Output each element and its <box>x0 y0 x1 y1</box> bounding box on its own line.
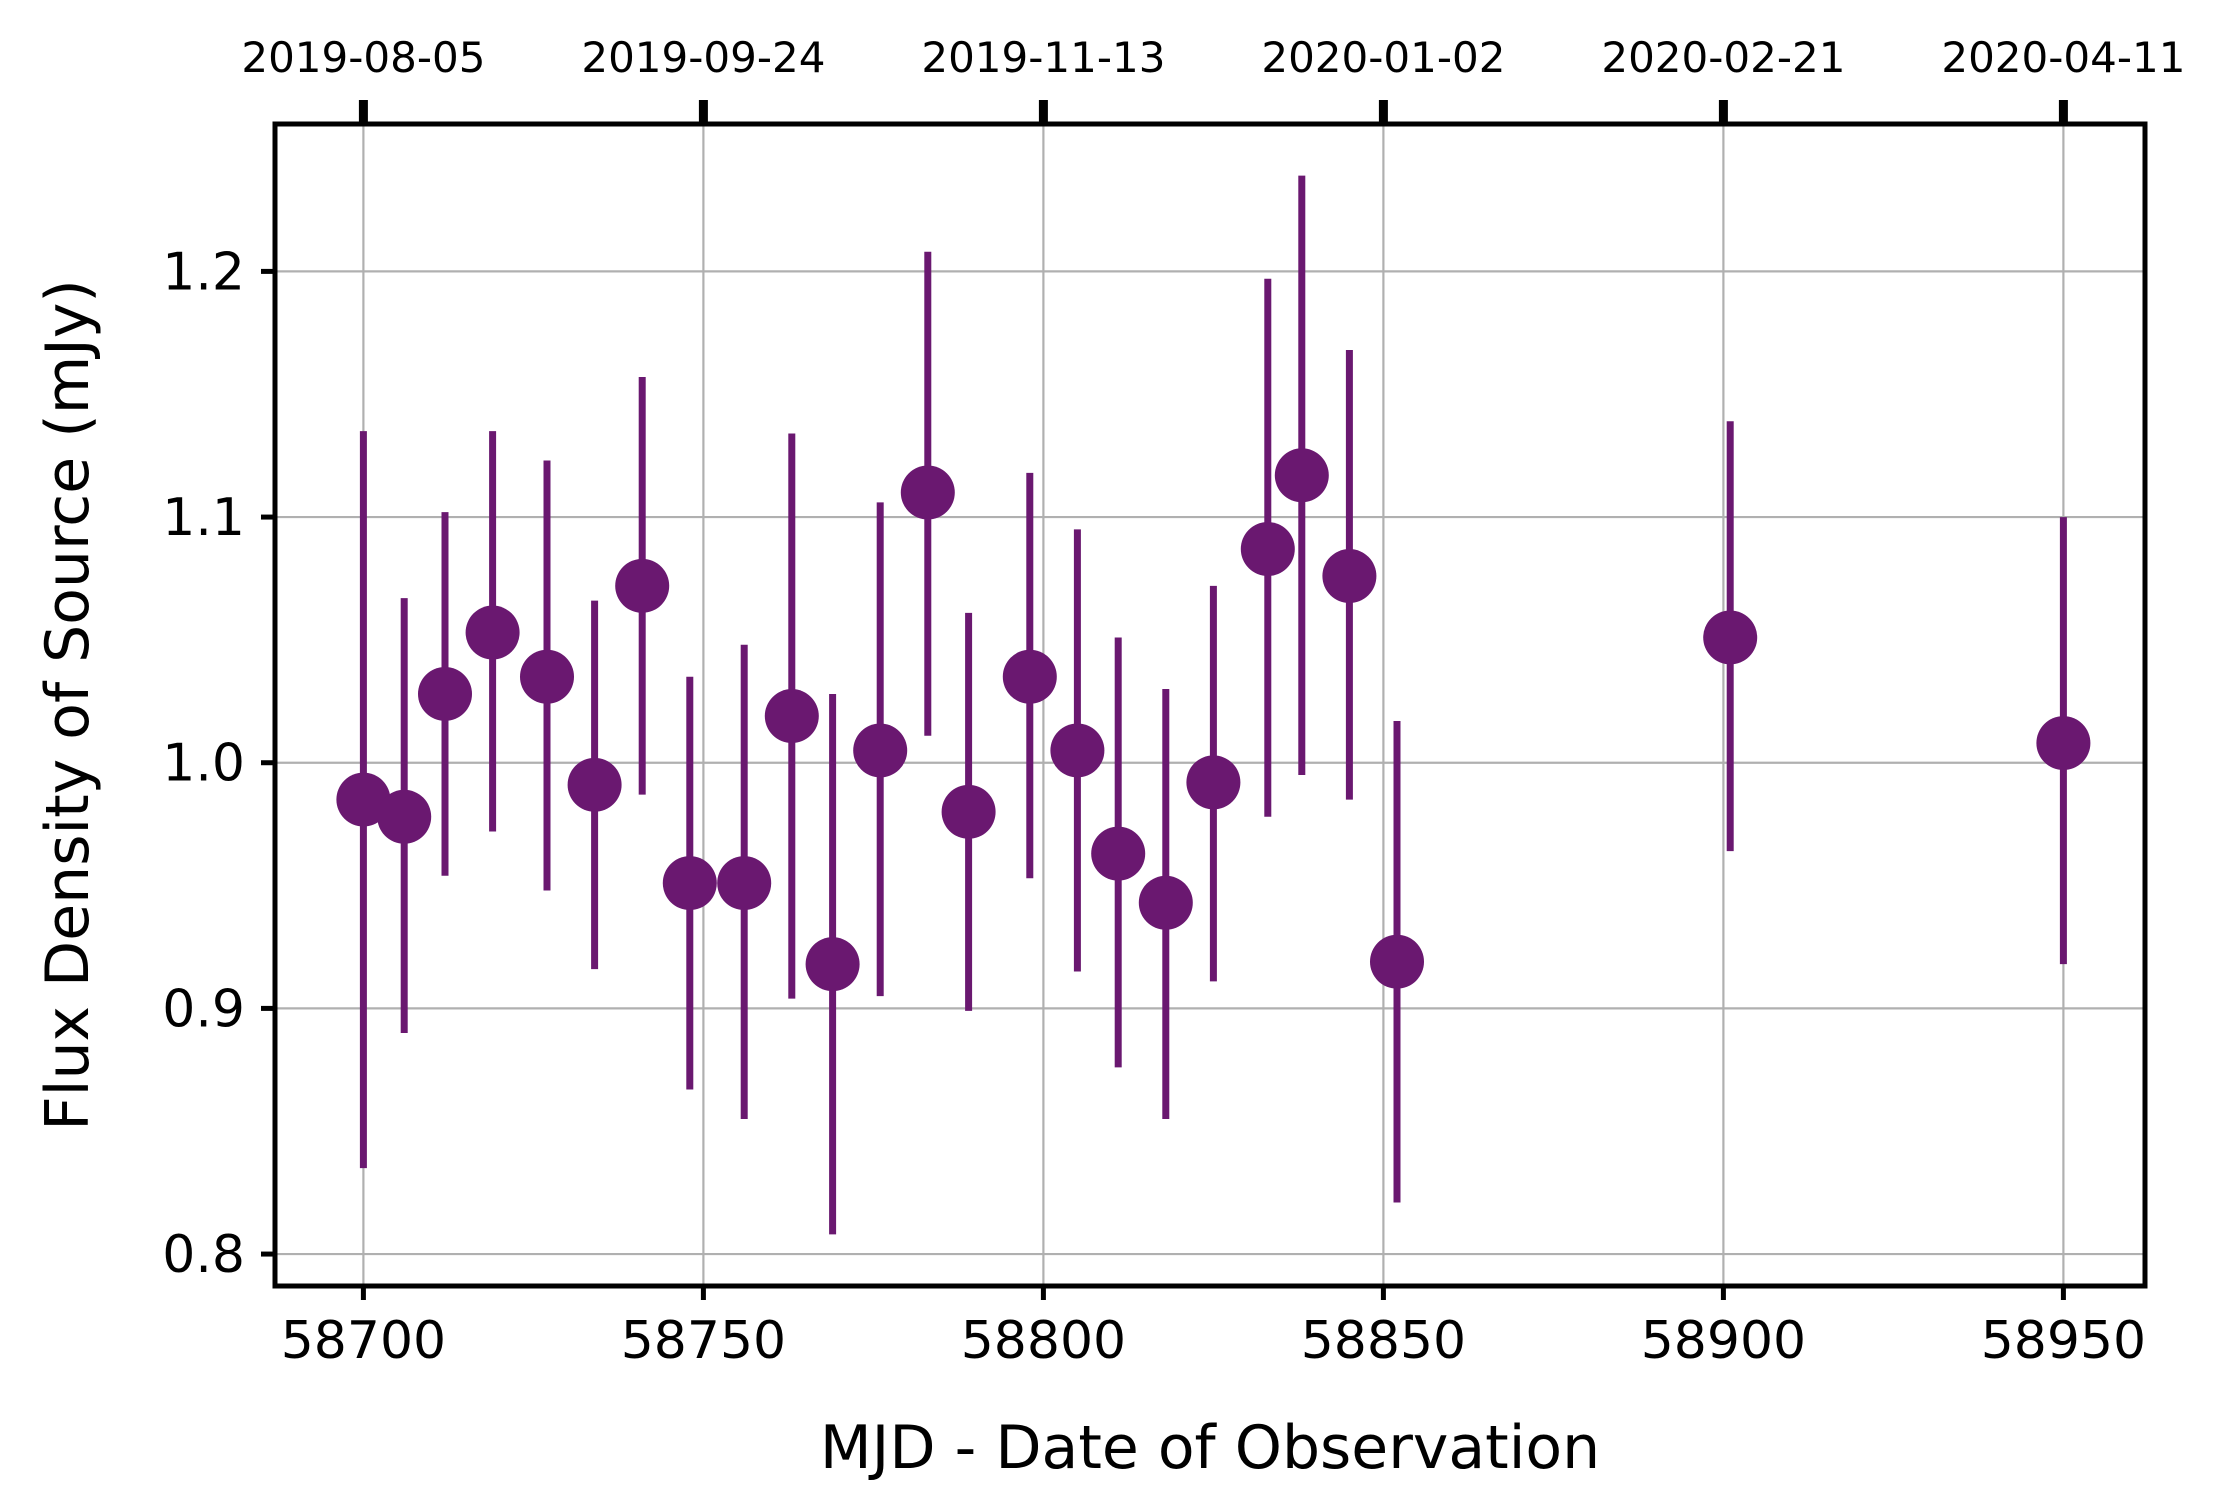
data-point <box>805 937 860 992</box>
data-point <box>764 689 819 744</box>
data-point <box>336 772 391 827</box>
data-point <box>1002 649 1057 704</box>
x-tick-label: 58850 <box>1301 1311 1466 1371</box>
data-point <box>377 789 432 844</box>
top-x-tick-label: 2020-02-21 <box>1601 33 1845 82</box>
data-point <box>900 465 955 520</box>
data-point <box>1091 826 1146 881</box>
x-tick-label: 58700 <box>281 1311 446 1371</box>
y-tick-label: 1.2 <box>162 242 245 302</box>
data-point <box>853 723 908 778</box>
data-point <box>941 784 996 839</box>
top-x-tick-label: 2020-04-11 <box>1941 33 2185 82</box>
top-x-tick-label: 2020-01-02 <box>1261 33 1505 82</box>
y-tick-label: 0.8 <box>162 1225 245 1285</box>
data-points <box>336 175 2091 1235</box>
data-point <box>2036 716 2091 771</box>
data-point <box>1370 934 1424 989</box>
plot-frame <box>272 121 2148 1289</box>
data-point <box>567 757 622 812</box>
data-point <box>418 666 472 721</box>
data-point <box>1274 448 1329 503</box>
x-tick-label: 58900 <box>1641 1311 1806 1371</box>
y-axis-label: Flux Density of Source (mJy) <box>33 279 103 1130</box>
y-tick-label: 1.0 <box>162 734 245 794</box>
x-tick-label: 58750 <box>621 1311 786 1371</box>
data-point <box>1138 875 1193 930</box>
y-tick-label: 1.1 <box>162 488 245 548</box>
data-point <box>615 558 670 613</box>
x-tick-label: 58950 <box>1981 1311 2146 1371</box>
data-point <box>465 605 520 660</box>
axes: 58700 58750 58800 58850 58900 58950 0.8 0.9 1.0 1… <box>162 33 2185 1371</box>
data-point <box>1186 755 1241 810</box>
data-point <box>662 856 717 911</box>
x-axis-label: MJD - Date of Observation <box>820 1413 1600 1483</box>
x-tick-label: 58800 <box>961 1311 1126 1371</box>
top-x-tick-label: 2019-08-05 <box>241 33 485 82</box>
data-point <box>1240 522 1295 577</box>
top-x-tick-label: 2019-11-13 <box>921 33 1165 82</box>
data-point <box>520 649 574 704</box>
data-point <box>717 856 772 911</box>
data-point <box>1703 610 1758 665</box>
data-point <box>1322 549 1377 604</box>
data-point <box>1050 723 1105 778</box>
top-x-tick-label: 2019-09-24 <box>581 33 825 82</box>
y-tick-label: 0.9 <box>162 979 245 1039</box>
